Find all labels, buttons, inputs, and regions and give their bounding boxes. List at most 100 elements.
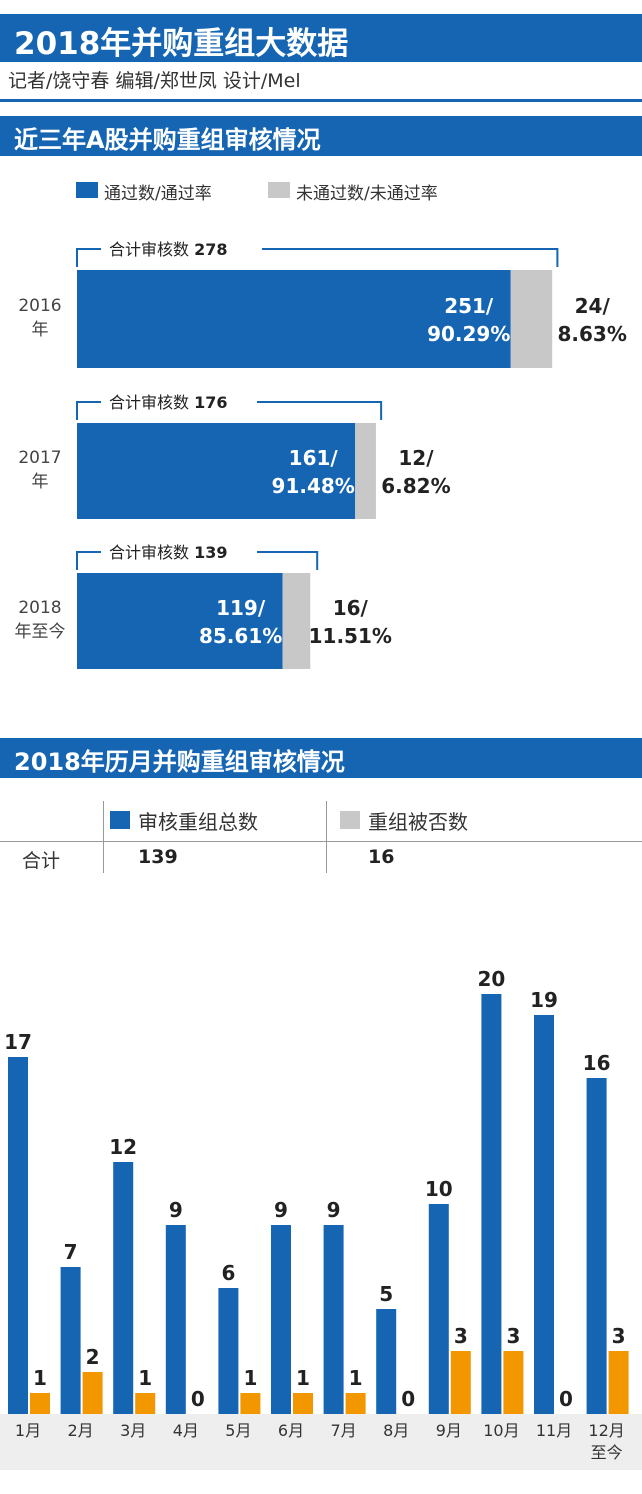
failed-data-label: 16/11.51%: [309, 596, 392, 648]
x-axis-band: [0, 1414, 642, 1470]
rejected-bar: [30, 1393, 50, 1414]
total-value-label: 12: [109, 1135, 137, 1159]
rejected-value-label: 1: [243, 1366, 257, 1390]
passed-data-label: 119/85.61%: [199, 596, 282, 648]
header-divider: [0, 99, 642, 102]
legend-failed-swatch: [268, 182, 290, 198]
year-label: 2018 年至今: [15, 598, 66, 642]
total-bar: [534, 1015, 554, 1414]
section1-title: 近三年A股并购重组审核情况: [14, 126, 321, 154]
rejected-bar: [240, 1393, 261, 1414]
totals-rejected-value: 16: [368, 846, 395, 868]
total-label: 合计审核数 278: [109, 240, 228, 259]
total-bar: [586, 1078, 607, 1414]
month-tick-label: 4月: [173, 1421, 199, 1440]
total-bar: [428, 1204, 449, 1414]
rejected-bar: [82, 1372, 103, 1414]
rejected-bar: [503, 1351, 524, 1414]
rejected-value-label: 1: [296, 1366, 310, 1390]
table-divider: [0, 841, 642, 842]
total-value-label: 6: [221, 1261, 235, 1285]
credits: 记者/饶守春 编辑/郑世凤 设计/Mel: [8, 70, 301, 92]
main-title-banner: 2018年并购重组大数据: [0, 14, 642, 62]
total-value-label: 9: [169, 1198, 183, 1222]
rejected-value-label: 3: [454, 1324, 468, 1348]
total-value-label: 10: [425, 1177, 453, 1201]
failed-data-label: 12/6.82%: [381, 446, 450, 498]
month-tick-label: 6月: [278, 1421, 304, 1440]
section2-title: 2018年历月并购重组审核情况: [14, 748, 345, 776]
month-tick-label: 3月: [120, 1421, 146, 1440]
rejected-value-label: 0: [559, 1387, 573, 1411]
total-bar: [376, 1309, 397, 1414]
legend-rejected-label: 重组被否数: [368, 810, 468, 834]
rejected-value-label: 2: [86, 1345, 100, 1369]
rejected-bar: [135, 1393, 156, 1414]
totals-row-label: 合计: [22, 850, 61, 872]
month-tick-label: 11月: [536, 1421, 572, 1440]
passed-data-label: 161/91.48%: [272, 446, 355, 498]
table-column-divider: [326, 801, 327, 873]
total-value-label: 16: [583, 1051, 611, 1075]
legend-total-swatch: [110, 811, 130, 829]
month-tick-label: 8月: [383, 1421, 409, 1440]
total-bar: [113, 1162, 134, 1414]
year-label: 2017 年: [18, 448, 61, 492]
total-bar: [165, 1225, 186, 1414]
legend-total-label: 审核重组总数: [138, 810, 258, 834]
total-bar: [271, 1225, 291, 1414]
total-bar: [218, 1288, 239, 1414]
rejected-bar: [345, 1393, 366, 1414]
month-tick-label: 9月: [436, 1421, 462, 1440]
passed-bar: [77, 270, 511, 368]
month-tick-label: 5月: [225, 1421, 251, 1440]
rejected-value-label: 3: [612, 1324, 626, 1348]
failed-data-label: 24/8.63%: [558, 294, 627, 346]
page-title: 2018年并购重组大数据: [14, 26, 349, 62]
total-label: 合计审核数 139: [109, 543, 228, 562]
legend-passed-swatch: [76, 182, 98, 198]
total-bar: [60, 1267, 81, 1414]
section2-title-banner: 2018年历月并购重组审核情况: [0, 738, 642, 778]
legend-passed-label: 通过数/通过率: [104, 184, 212, 204]
month-tick-label: 2月: [68, 1421, 94, 1440]
passed-bar: [77, 573, 283, 669]
rejected-bar: [450, 1351, 471, 1414]
table-column-divider: [103, 801, 104, 873]
total-bracket: [76, 248, 559, 267]
rejected-value-label: 1: [349, 1366, 363, 1390]
total-value-label: 5: [379, 1282, 393, 1306]
total-value-label: 9: [274, 1198, 288, 1222]
rejected-value-label: 3: [506, 1324, 520, 1348]
section1-title-banner: 近三年A股并购重组审核情况: [0, 116, 642, 156]
rejected-value-label: 1: [138, 1366, 152, 1390]
year-label: 2016 年: [18, 296, 61, 340]
total-bar: [323, 1225, 344, 1414]
rejected-value-label: 0: [191, 1387, 205, 1411]
total-label: 合计审核数 176: [109, 393, 228, 412]
rejected-bar: [608, 1351, 629, 1414]
month-tick-label: 12月至今: [588, 1421, 624, 1462]
month-tick-label: 10月: [483, 1421, 519, 1440]
rejected-bar: [293, 1393, 313, 1414]
month-tick-label: 1月: [15, 1421, 41, 1440]
total-value-label: 9: [327, 1198, 341, 1222]
total-value-label: 17: [4, 1030, 32, 1054]
total-bracket: [76, 551, 319, 570]
legend-failed-label: 未通过数/未通过率: [296, 184, 438, 204]
legend-rejected-swatch: [340, 811, 360, 829]
passed-bar: [77, 423, 356, 519]
passed-data-label: 251/90.29%: [427, 294, 510, 346]
monthly-review-chart: 1711月722月1213月904月615月916月917月508月1039月2…: [0, 967, 642, 1470]
failed-bar: [510, 270, 553, 368]
total-bracket: [76, 401, 383, 420]
failed-bar: [282, 573, 311, 669]
total-value-label: 19: [530, 988, 558, 1012]
rejected-value-label: 0: [401, 1387, 415, 1411]
total-bar: [8, 1057, 28, 1414]
total-bar: [481, 994, 502, 1414]
month-tick-label: 7月: [331, 1421, 357, 1440]
total-value-label: 7: [64, 1240, 78, 1264]
failed-bar: [355, 423, 376, 519]
